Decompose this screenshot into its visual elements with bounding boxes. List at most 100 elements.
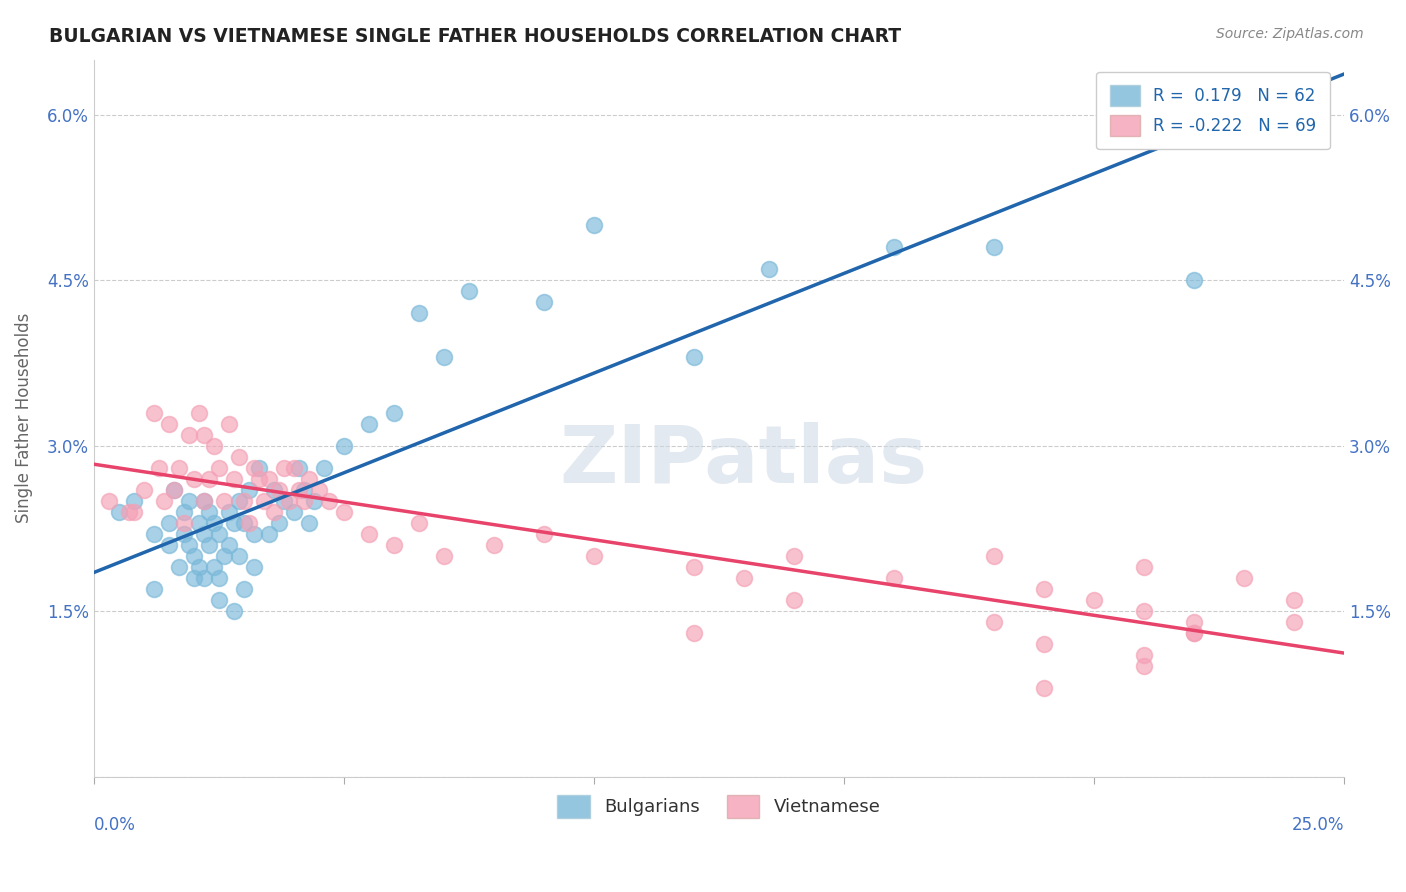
Point <box>197 505 219 519</box>
Point <box>1182 615 1205 630</box>
Text: 25.0%: 25.0% <box>1292 816 1344 834</box>
Point <box>283 505 305 519</box>
Point <box>197 538 219 552</box>
Point <box>148 460 170 475</box>
Point <box>783 593 806 607</box>
Point <box>97 493 120 508</box>
Point <box>232 493 254 508</box>
Point <box>983 549 1005 563</box>
Point <box>1282 593 1305 607</box>
Point <box>457 285 479 299</box>
Point <box>288 460 311 475</box>
Point <box>187 516 209 530</box>
Point <box>292 493 315 508</box>
Point <box>243 560 266 574</box>
Point <box>357 417 380 431</box>
Point <box>202 439 225 453</box>
Point <box>408 306 430 320</box>
Point <box>263 483 285 497</box>
Point <box>228 450 250 464</box>
Point <box>253 493 276 508</box>
Point <box>167 560 190 574</box>
Point <box>758 262 780 277</box>
Text: Source: ZipAtlas.com: Source: ZipAtlas.com <box>1216 27 1364 41</box>
Legend: Bulgarians, Vietnamese: Bulgarians, Vietnamese <box>550 788 889 825</box>
Point <box>333 439 356 453</box>
Point <box>218 417 240 431</box>
Point <box>533 527 555 541</box>
Point <box>167 460 190 475</box>
Point <box>247 472 270 486</box>
Y-axis label: Single Father Households: Single Father Households <box>15 313 32 524</box>
Point <box>382 406 405 420</box>
Point <box>142 406 165 420</box>
Point <box>277 493 299 508</box>
Point <box>1033 582 1056 596</box>
Point <box>683 560 706 574</box>
Point <box>173 505 195 519</box>
Point <box>312 460 335 475</box>
Point <box>247 460 270 475</box>
Point <box>208 527 231 541</box>
Point <box>202 560 225 574</box>
Point <box>1133 659 1156 673</box>
Point <box>1133 560 1156 574</box>
Point <box>212 493 235 508</box>
Point <box>193 493 215 508</box>
Point <box>243 527 266 541</box>
Point <box>208 593 231 607</box>
Text: BULGARIAN VS VIETNAMESE SINGLE FATHER HOUSEHOLDS CORRELATION CHART: BULGARIAN VS VIETNAMESE SINGLE FATHER HO… <box>49 27 901 45</box>
Point <box>238 516 260 530</box>
Point <box>357 527 380 541</box>
Text: 0.0%: 0.0% <box>94 816 135 834</box>
Point <box>1133 648 1156 663</box>
Point <box>177 538 200 552</box>
Point <box>267 483 290 497</box>
Point <box>883 571 905 585</box>
Point <box>1033 681 1056 696</box>
Point <box>173 527 195 541</box>
Point <box>183 472 205 486</box>
Point <box>118 505 141 519</box>
Point <box>197 472 219 486</box>
Point <box>1083 593 1105 607</box>
Point <box>1133 604 1156 618</box>
Point <box>228 549 250 563</box>
Point <box>783 549 806 563</box>
Point <box>1233 571 1256 585</box>
Point <box>222 516 245 530</box>
Point <box>193 527 215 541</box>
Point <box>212 549 235 563</box>
Point <box>202 516 225 530</box>
Point <box>208 460 231 475</box>
Point <box>193 571 215 585</box>
Point <box>683 351 706 365</box>
Point <box>218 538 240 552</box>
Point <box>298 472 321 486</box>
Point <box>193 427 215 442</box>
Point <box>273 460 295 475</box>
Point <box>302 493 325 508</box>
Point <box>983 240 1005 254</box>
Point <box>318 493 340 508</box>
Point <box>183 549 205 563</box>
Point <box>333 505 356 519</box>
Point <box>433 351 456 365</box>
Point <box>177 427 200 442</box>
Point <box>257 527 280 541</box>
Point <box>308 483 330 497</box>
Point <box>482 538 505 552</box>
Point <box>1182 626 1205 640</box>
Point <box>1282 615 1305 630</box>
Point <box>173 516 195 530</box>
Point <box>433 549 456 563</box>
Point <box>187 406 209 420</box>
Point <box>257 472 280 486</box>
Point <box>183 571 205 585</box>
Point <box>132 483 155 497</box>
Point <box>157 417 180 431</box>
Point <box>107 505 129 519</box>
Point <box>243 460 266 475</box>
Point <box>382 538 405 552</box>
Point <box>228 493 250 508</box>
